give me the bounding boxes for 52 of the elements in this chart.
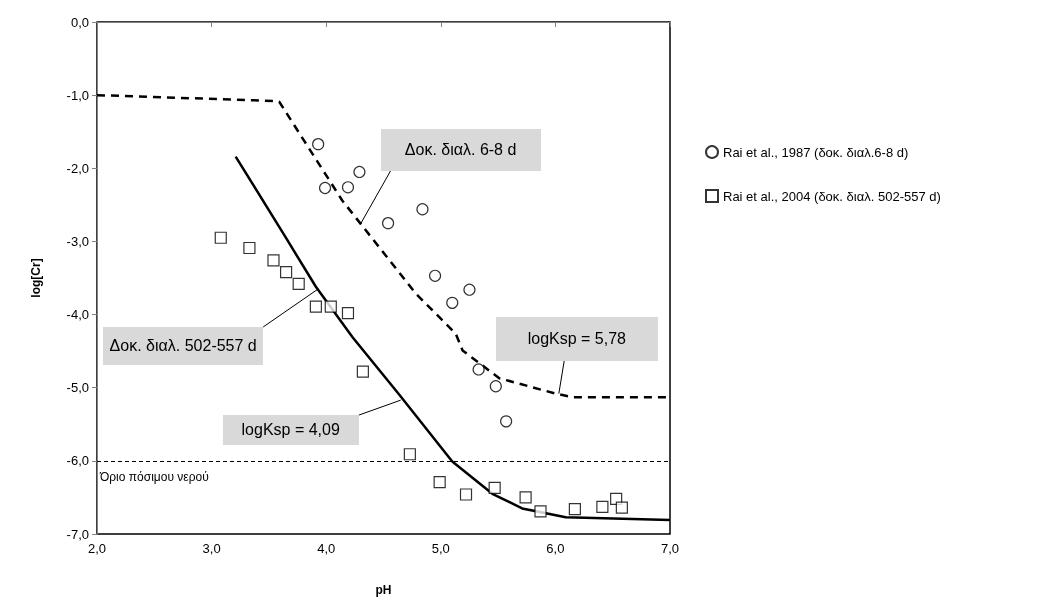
y-axis-title: log[Cr] bbox=[29, 258, 43, 298]
point bbox=[463, 283, 476, 296]
annotation: Δοκ. διαλ. 502-557 d bbox=[109, 336, 257, 355]
point bbox=[446, 296, 459, 309]
point bbox=[519, 491, 532, 504]
point bbox=[356, 365, 369, 378]
x-tick-label: 3,0 bbox=[202, 541, 221, 556]
legend-label: Rai et al., 1987 (δοκ. διαλ.6-8 d) bbox=[723, 144, 909, 160]
point bbox=[292, 277, 305, 290]
y-tick-label: -5,0 bbox=[66, 380, 89, 396]
y-tick-label: 0,0 bbox=[70, 14, 89, 30]
y-tick-label: -7,0 bbox=[66, 526, 89, 542]
point bbox=[568, 503, 581, 516]
point bbox=[214, 231, 227, 244]
point bbox=[428, 269, 442, 282]
legend-label: Rai et al., 2004 (δοκ. διαλ. 502-557 d) bbox=[723, 188, 941, 204]
x-tick-label: 7,0 bbox=[660, 541, 680, 556]
point bbox=[500, 415, 513, 428]
point bbox=[534, 505, 547, 518]
point bbox=[433, 475, 446, 489]
x-tick-label: 5,0 bbox=[431, 541, 450, 556]
point bbox=[472, 363, 485, 376]
point bbox=[279, 266, 293, 279]
point bbox=[309, 300, 322, 313]
y-tick-label: -2,0 bbox=[66, 160, 89, 176]
point bbox=[459, 488, 473, 501]
point bbox=[341, 307, 355, 320]
y-tick-label: -4,0 bbox=[66, 307, 89, 323]
point bbox=[353, 165, 366, 179]
x-tick-label: 4,0 bbox=[317, 541, 336, 556]
annotation: logKsp = 5,78 bbox=[527, 329, 626, 348]
ref-line-label: Όριο πόσιμου νερού bbox=[99, 469, 209, 484]
point bbox=[324, 300, 337, 313]
point bbox=[596, 500, 609, 514]
point bbox=[318, 181, 332, 195]
point bbox=[312, 138, 325, 151]
x-tick-label: 6,0 bbox=[546, 541, 565, 556]
point bbox=[341, 181, 355, 194]
point bbox=[382, 217, 395, 230]
point bbox=[489, 380, 502, 393]
x-tick-label: 2,0 bbox=[87, 541, 107, 556]
point bbox=[615, 501, 628, 514]
point bbox=[267, 254, 280, 267]
point bbox=[416, 203, 429, 216]
x-axis-title: pH bbox=[375, 583, 392, 597]
y-tick-label: -3,0 bbox=[66, 233, 89, 249]
annotation: Δοκ. διαλ. 6-8 d bbox=[404, 140, 517, 159]
y-tick-label: -6,0 bbox=[66, 453, 89, 469]
annotation: logKsp = 4,09 bbox=[241, 421, 340, 440]
point bbox=[488, 481, 501, 495]
point bbox=[403, 448, 416, 461]
y-tick-label: -1,0 bbox=[66, 87, 89, 103]
